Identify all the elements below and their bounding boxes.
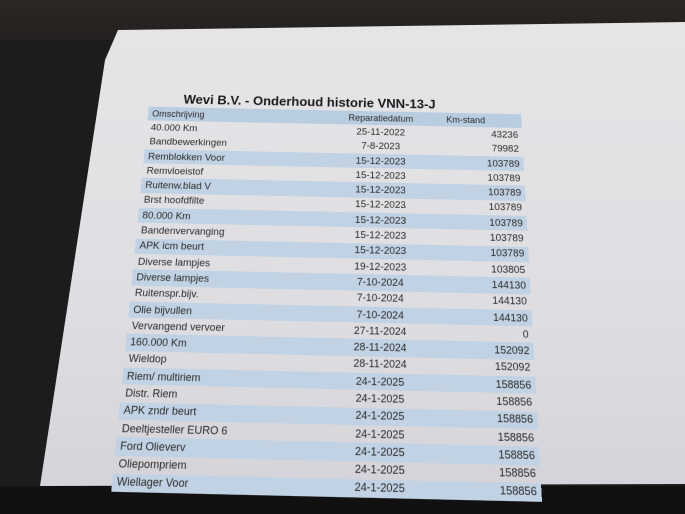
- cell-km: 158856: [499, 484, 538, 500]
- cell-km: 103789: [487, 187, 522, 200]
- cell-km: 152092: [494, 360, 531, 375]
- cell-km: 103789: [487, 172, 521, 185]
- cell-km: 103789: [486, 157, 520, 170]
- cell-km: 144130: [492, 311, 529, 325]
- cell-km: 158856: [496, 412, 534, 427]
- cell-km: 103805: [490, 263, 526, 277]
- cell-km: 158856: [496, 395, 533, 410]
- cell-km: 144130: [492, 294, 528, 309]
- cell-km: 158856: [495, 377, 532, 392]
- cell-km: 158856: [498, 448, 536, 463]
- maintenance-document: Wevi B.V. - Onderhoud historie VNN-13-J …: [111, 91, 543, 503]
- dark-background: [0, 486, 685, 514]
- cell-km: 103789: [489, 216, 524, 230]
- cell-km: 103789: [488, 201, 523, 215]
- cell-km: 0: [522, 328, 529, 342]
- maintenance-table: Omschrijving Reparatiedatum Km-stand 40.…: [111, 106, 543, 503]
- cell-km: 152092: [494, 344, 530, 358]
- cell-km: 103789: [489, 232, 524, 245]
- cell-date: 24-1-2025: [354, 481, 405, 497]
- cell-km: 103789: [490, 247, 525, 261]
- cell-km: 144130: [491, 278, 527, 293]
- cell-km: 158856: [498, 466, 537, 482]
- cell-km: 158856: [497, 430, 535, 445]
